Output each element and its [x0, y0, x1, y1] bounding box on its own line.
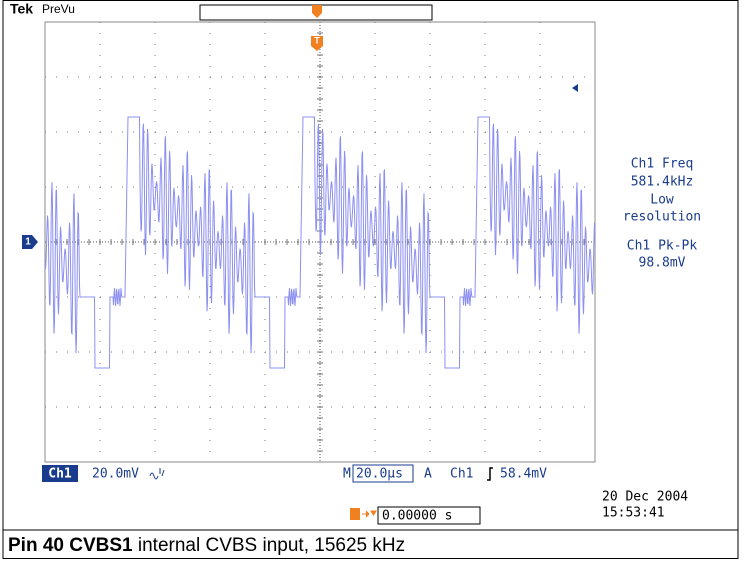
waveform	[45, 116, 595, 369]
freq-label: Ch1 Freq	[631, 157, 694, 172]
timebase: 20.0µs	[356, 467, 403, 482]
pkpk-label: Ch1 Pk-Pk	[627, 239, 698, 254]
caption-bold: Pin 40 CVBS1	[8, 535, 133, 556]
bandwidth-icon	[149, 468, 165, 480]
time: 15:53:41	[602, 506, 665, 521]
scale: 20.0mV	[92, 467, 139, 482]
timebase-prefix: M	[343, 467, 351, 482]
mode: PreVu	[42, 2, 75, 16]
date: 20 Dec 2004	[602, 490, 688, 505]
trigger-prefix: A	[424, 467, 432, 482]
channel: Ch1	[48, 467, 72, 482]
caption: Pin 40 CVBS1 internal CVBS input, 15625 …	[8, 535, 405, 556]
caption-text: internal CVBS input, 15625 kHz	[133, 535, 406, 556]
freq-note: resolution	[623, 210, 701, 225]
freq-value: 581.4kHz	[631, 175, 694, 190]
trigger-marker	[311, 36, 323, 51]
trigger-position-box	[377, 506, 481, 525]
trigger-marker-label: T	[314, 35, 320, 45]
trigger-source: Ch1	[450, 467, 473, 482]
channel-badge	[42, 465, 78, 482]
pkpk-value: 98.8mV	[639, 256, 686, 271]
freq-note: Low	[650, 193, 674, 208]
level-arrow	[572, 84, 578, 92]
trigger-offset-icon	[350, 508, 360, 520]
trigger-level: 58.4mV	[500, 467, 547, 482]
channel-marker-label: 1	[25, 237, 31, 248]
trigger-offset-arrow	[362, 510, 377, 518]
trigger-position-marker	[312, 5, 322, 18]
timebase-box	[352, 464, 414, 483]
channel-marker	[22, 235, 38, 249]
trigger-position: 0.00000 s	[382, 509, 452, 524]
trigger-slope-icon	[487, 467, 493, 481]
brand: Tek	[10, 1, 33, 17]
